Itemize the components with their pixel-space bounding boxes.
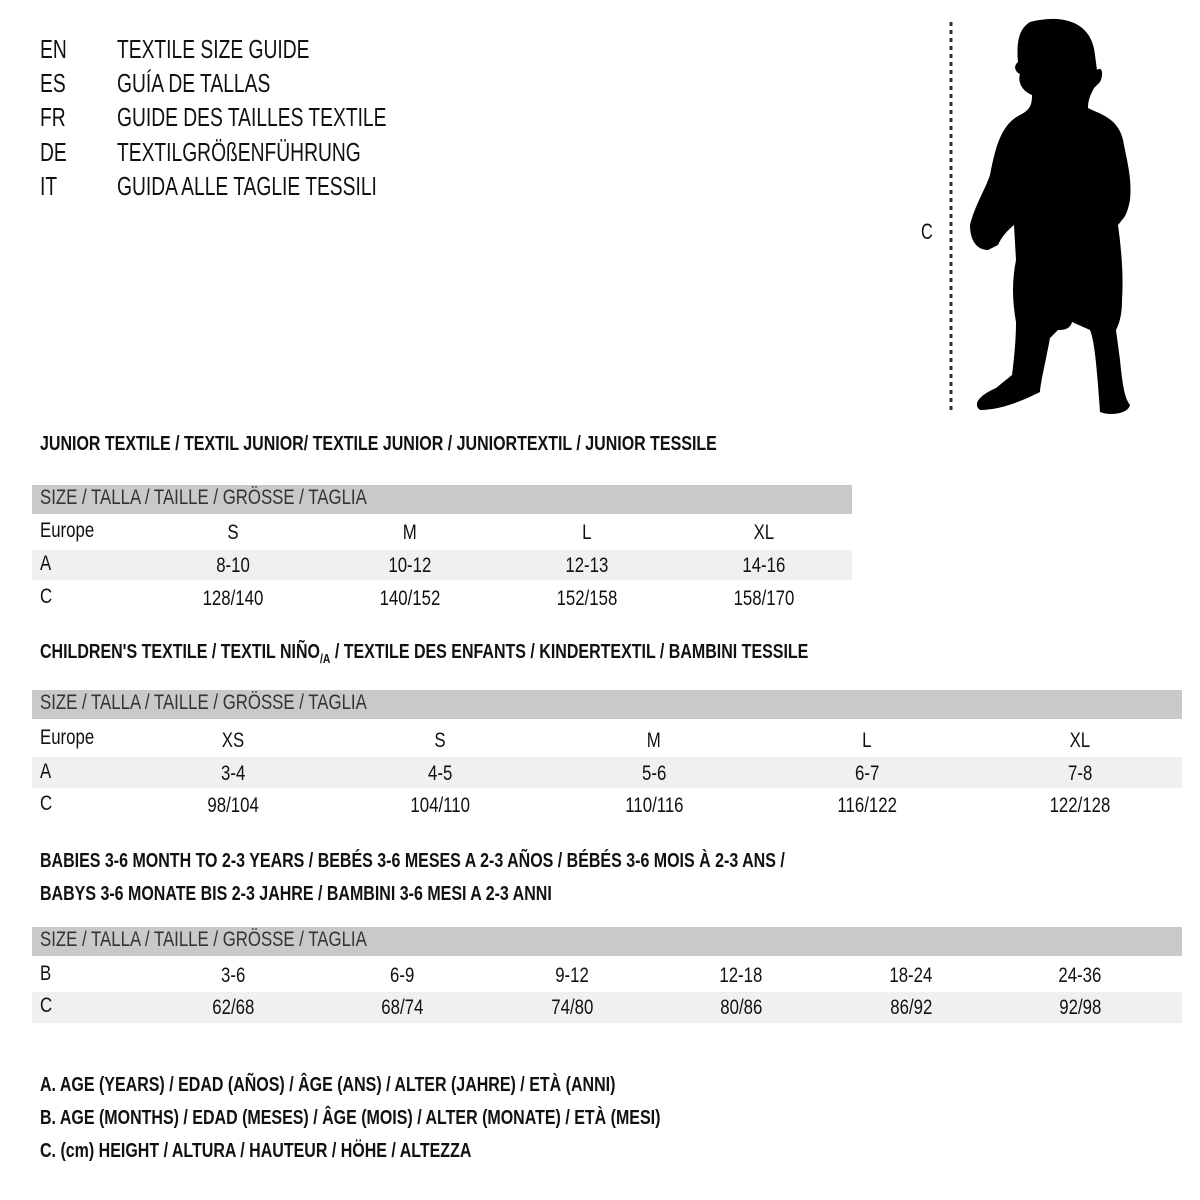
section-heading-children: CHILDREN'S TEXTILE / TEXTIL NIÑO/A / TEX… xyxy=(40,641,809,666)
child-silhouette xyxy=(970,18,1131,414)
title-text: GUIDE DES TAILLES TEXTILE xyxy=(117,102,387,132)
section-heading-junior: JUNIOR TEXTILE / TEXTIL JUNIOR/ TEXTILE … xyxy=(40,433,717,455)
table-cell: 104/110 xyxy=(410,794,470,817)
child-silhouette-icon xyxy=(949,18,1131,414)
table-cell: XL xyxy=(753,521,775,544)
lang-code: IT xyxy=(40,171,58,201)
table-cell: 6-9 xyxy=(389,964,415,987)
table-cell: 12-13 xyxy=(565,554,609,577)
table-cell: S xyxy=(434,729,446,752)
title-text: TEXTILE SIZE GUIDE xyxy=(117,34,310,64)
table-header: SIZE / TALLA / TAILLE / GRÖSSE / TAGLIA xyxy=(40,928,367,951)
row-shade xyxy=(32,757,1182,788)
table-cell: 110/116 xyxy=(624,794,684,817)
table-cell: 68/74 xyxy=(380,996,424,1019)
title-text: GUIDA ALLE TAGLIE TESSILI xyxy=(117,171,377,201)
row-label: Europe xyxy=(40,519,95,542)
legend-item: B. AGE (MONTHS) / EDAD (MESES) / ÂGE (MO… xyxy=(40,1107,661,1129)
section-heading-babies-line1: BABIES 3-6 MONTH TO 2-3 YEARS / BEBÉS 3-… xyxy=(40,850,785,872)
table-cell: 3-6 xyxy=(220,964,246,987)
row-label: Europe xyxy=(40,726,95,749)
lang-code: FR xyxy=(40,102,66,132)
table-cell: 74/80 xyxy=(550,996,594,1019)
section-heading-babies-line2: BABYS 3-6 MONATE BIS 2-3 JAHRE / BAMBINI… xyxy=(40,883,552,905)
title-text: GUÍA DE TALLAS xyxy=(117,68,271,98)
table-cell: 116/122 xyxy=(837,794,897,817)
lang-code: EN xyxy=(40,34,67,64)
row-label: A xyxy=(40,760,52,783)
table-cell: 4-5 xyxy=(427,762,453,785)
table-cell: 158/170 xyxy=(733,587,795,610)
height-measure-label: C xyxy=(921,219,933,244)
table-cell: M xyxy=(403,521,417,544)
table-cell: 86/92 xyxy=(889,996,933,1019)
table-cell: 7-8 xyxy=(1067,762,1093,785)
table-cell: 140/152 xyxy=(379,587,441,610)
table-cell: 62/68 xyxy=(211,996,255,1019)
row-label: C xyxy=(40,792,53,815)
table-cell: 3-4 xyxy=(220,762,246,785)
row-label: C xyxy=(40,994,53,1017)
table-cell: 92/98 xyxy=(1058,996,1102,1019)
table-cell: 5-6 xyxy=(641,762,667,785)
row-label: B xyxy=(40,962,52,985)
table-header: SIZE / TALLA / TAILLE / GRÖSSE / TAGLIA xyxy=(40,691,367,714)
row-label: A xyxy=(40,552,52,575)
table-header-bar xyxy=(32,485,852,514)
table-cell: 8-10 xyxy=(216,554,250,577)
table-header-bar xyxy=(32,690,1182,719)
table-cell: 80/86 xyxy=(719,996,763,1019)
table-cell: 12-18 xyxy=(719,964,763,987)
table-cell: 10-12 xyxy=(388,554,432,577)
title-text: TEXTILGRÖßENFÜHRUNG xyxy=(117,137,361,167)
table-cell: L xyxy=(862,729,872,752)
legend-item: A. AGE (YEARS) / EDAD (AÑOS) / ÂGE (ANS)… xyxy=(40,1074,616,1096)
row-label: C xyxy=(40,585,53,608)
row-shade xyxy=(32,550,852,580)
table-cell: 24-36 xyxy=(1058,964,1102,987)
table-header: SIZE / TALLA / TAILLE / GRÖSSE / TAGLIA xyxy=(40,486,367,509)
table-cell: 18-24 xyxy=(889,964,933,987)
table-cell: 122/128 xyxy=(1049,794,1111,817)
table-cell: 128/140 xyxy=(202,587,264,610)
lang-code: ES xyxy=(40,68,66,98)
row-shade xyxy=(32,992,1182,1023)
table-cell: XL xyxy=(1069,729,1091,752)
table-cell: XS xyxy=(221,729,245,752)
table-cell: 152/158 xyxy=(556,587,618,610)
table-cell: L xyxy=(582,521,592,544)
table-header-bar xyxy=(32,927,1182,956)
table-cell: M xyxy=(647,729,661,752)
table-cell: 9-12 xyxy=(555,964,589,987)
legend-item: C. (cm) HEIGHT / ALTURA / HAUTEUR / HÖHE… xyxy=(40,1140,472,1162)
table-cell: 98/104 xyxy=(207,794,259,817)
lang-code: DE xyxy=(40,137,67,167)
table-cell: 14-16 xyxy=(742,554,786,577)
table-cell: 6-7 xyxy=(854,762,880,785)
table-cell: S xyxy=(227,521,239,544)
